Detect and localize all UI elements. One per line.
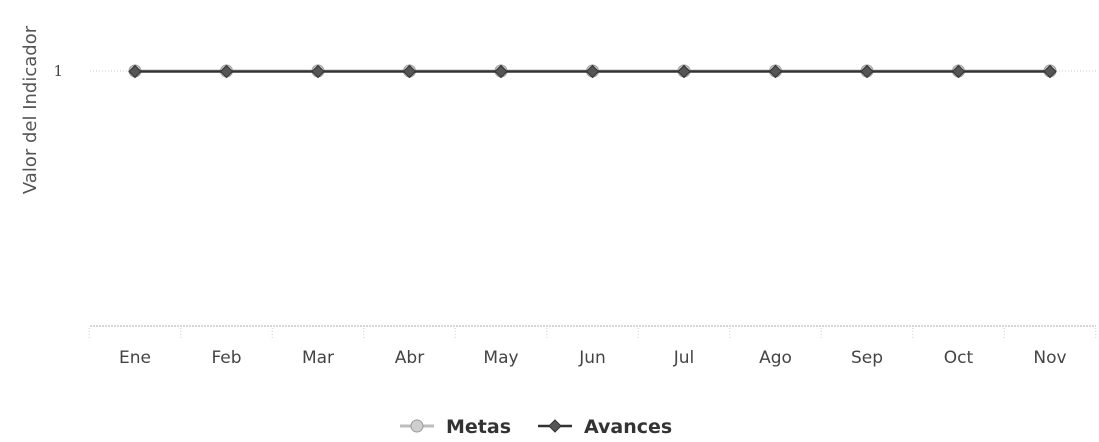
x-tick-label: Ene: [119, 348, 151, 368]
x-tick-label: Mar: [302, 348, 334, 368]
legend-marker-avances: [548, 419, 562, 433]
x-tick-label: Ago: [759, 348, 792, 368]
legend-marker-metas: [410, 419, 424, 433]
y-tick-label: 1: [53, 62, 63, 80]
point-avances: [311, 64, 325, 79]
y-axis-label: Valor del Indicador: [20, 25, 41, 194]
legend: Metas Avances: [400, 416, 672, 438]
x-tick-label: Sep: [851, 348, 883, 368]
x-tick-label: Oct: [944, 348, 974, 368]
point-avances: [494, 64, 508, 79]
point-avances: [402, 64, 417, 79]
legend-label-avances: Avances: [584, 416, 672, 438]
axes: 1 Ene Feb Mar Abr May Jun Jul Ago Sep Oct Nov: [53, 62, 1097, 368]
x-tick-label: Jul: [673, 348, 695, 368]
x-tick-label: Jun: [578, 348, 606, 368]
point-avances: [128, 64, 142, 79]
x-tick-label: Abr: [395, 348, 424, 368]
point-avances: [951, 64, 966, 79]
legend-label-metas: Metas: [446, 416, 511, 438]
point-avances: [677, 64, 691, 79]
x-tick-label: Nov: [1033, 348, 1066, 368]
point-avances: [768, 64, 783, 79]
x-tick-label: May: [483, 348, 518, 368]
series-layer: [128, 64, 1057, 79]
legend-item-metas[interactable]: Metas: [400, 416, 511, 438]
legend-item-avances[interactable]: Avances: [538, 416, 672, 438]
point-avances: [860, 64, 874, 79]
point-avances: [219, 64, 234, 79]
point-avances: [1043, 64, 1057, 79]
x-tick-label: Feb: [211, 348, 241, 368]
point-avances: [585, 64, 600, 79]
